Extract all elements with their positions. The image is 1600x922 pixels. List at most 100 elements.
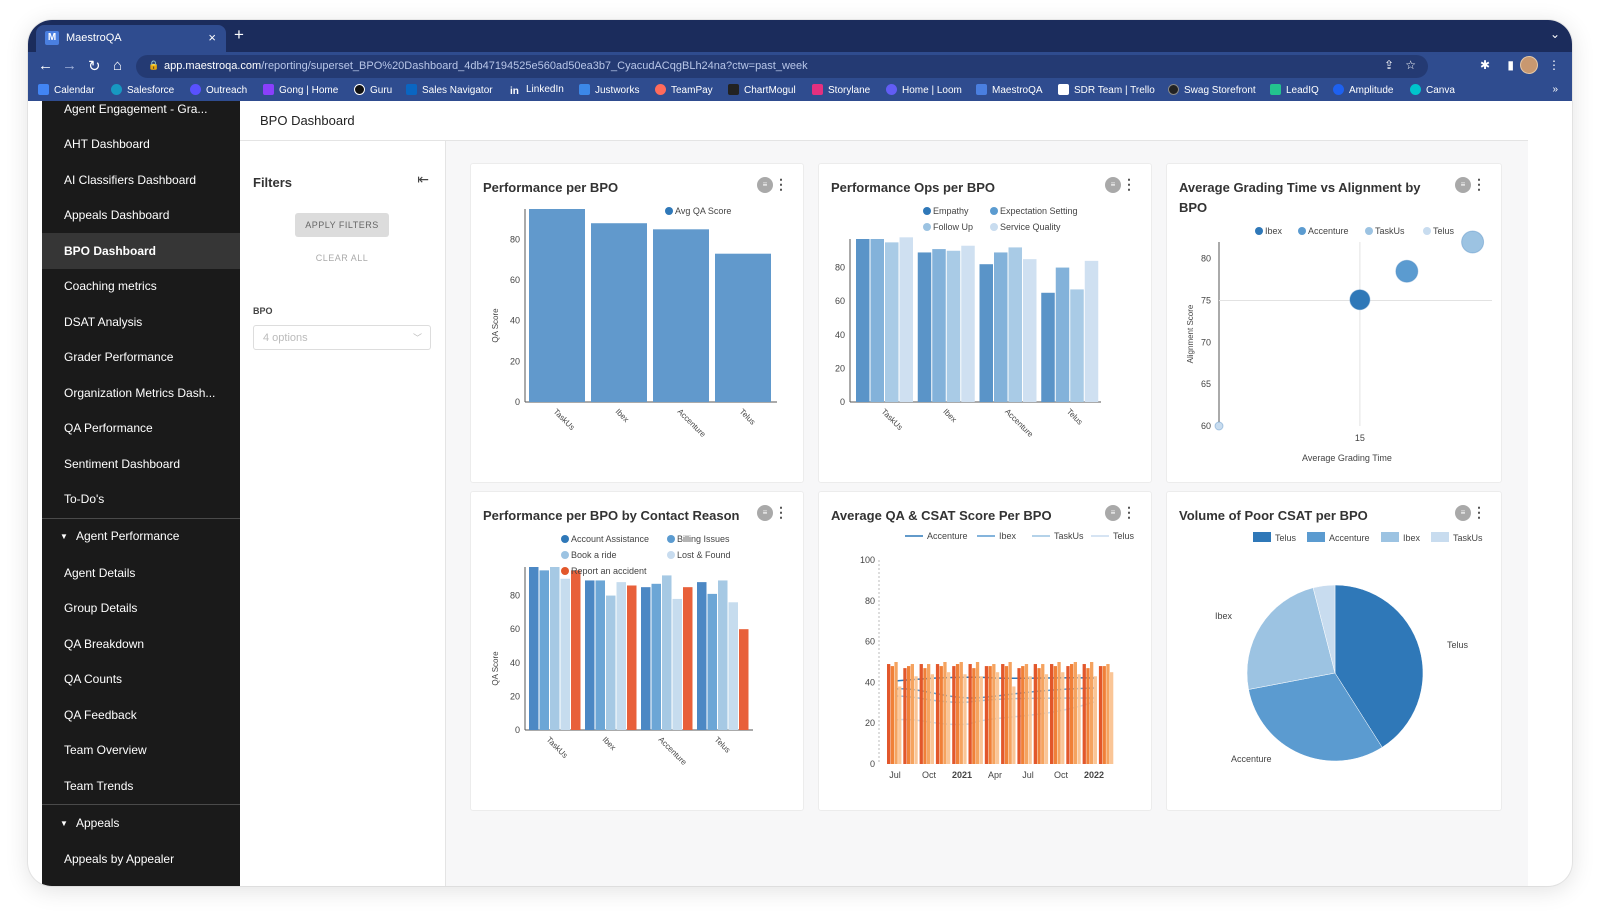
sidebar-item-coaching-metrics[interactable]: Coaching metrics bbox=[64, 279, 157, 293]
sidebar-item-sentiment-dashboard[interactable]: Sentiment Dashboard bbox=[64, 457, 181, 471]
bookmark-sales-navigator[interactable]: Sales Navigator bbox=[406, 84, 493, 96]
profile-avatar[interactable] bbox=[1520, 56, 1538, 74]
sidebar-section-agent-performance[interactable]: Agent Performance bbox=[76, 529, 180, 543]
sidebar-item-grader-performance[interactable]: Grader Performance bbox=[64, 350, 174, 364]
home-icon[interactable]: ⌂ bbox=[113, 57, 123, 74]
filter-indicator-icon[interactable]: ≡ bbox=[1455, 177, 1471, 193]
bookmark-salesforce[interactable]: Salesforce bbox=[111, 84, 174, 96]
bookmarks-more-icon[interactable]: » bbox=[1552, 84, 1558, 95]
legend-dot bbox=[1365, 227, 1373, 235]
bookmark-calendar[interactable]: Calendar bbox=[38, 84, 95, 96]
clear-all-button[interactable]: CLEAR ALL bbox=[315, 253, 369, 263]
bookmark-canva[interactable]: Canva bbox=[1410, 84, 1455, 96]
legend-dot bbox=[667, 535, 675, 543]
apply-filters-button[interactable]: APPLY FILTERS bbox=[295, 213, 389, 237]
bookmark-teampay[interactable]: TeamPay bbox=[655, 84, 713, 96]
collapse-panel-icon[interactable]: ⇤ bbox=[417, 171, 429, 187]
sidebar-item-ai-classifiers[interactable]: AI Classifiers Dashboard bbox=[64, 173, 197, 187]
filter-indicator-icon[interactable]: ≡ bbox=[757, 505, 773, 521]
sidebar-item-qa-performance[interactable]: QA Performance bbox=[64, 421, 153, 435]
sidebar-item-agent-details[interactable]: Agent Details bbox=[64, 566, 136, 580]
salesforce-icon bbox=[111, 84, 122, 95]
back-icon[interactable]: ← bbox=[38, 57, 53, 74]
bar bbox=[616, 582, 626, 730]
y-tick-label: 60 bbox=[510, 624, 520, 634]
filter-indicator-icon[interactable]: ≡ bbox=[1105, 505, 1121, 521]
bookmark-trello[interactable]: SDR Team | Trello bbox=[1058, 84, 1155, 96]
new-tab-button[interactable]: + bbox=[234, 25, 244, 44]
pie-label: Telus bbox=[1447, 640, 1469, 650]
bar bbox=[992, 664, 996, 764]
caret-down-icon[interactable]: ▼ bbox=[60, 819, 68, 828]
chart-menu-icon[interactable]: ⋮ bbox=[1122, 176, 1136, 192]
bookmark-storylane[interactable]: Storylane bbox=[812, 84, 870, 96]
bpo-filter-select[interactable]: 4 options ﹀ bbox=[253, 325, 431, 350]
filter-indicator-icon[interactable]: ≡ bbox=[757, 177, 773, 193]
bar bbox=[935, 664, 940, 764]
share-icon[interactable]: ⇪ bbox=[1383, 58, 1394, 72]
sidebar-item-qa-breakdown[interactable]: QA Breakdown bbox=[64, 637, 145, 651]
sidebar-item-group-details[interactable]: Group Details bbox=[64, 601, 138, 615]
chart-card-grading-time-vs-alignment: Average Grading Time vs Alignment by BPO… bbox=[1166, 163, 1502, 483]
bookmark-amplitude[interactable]: Amplitude bbox=[1333, 84, 1393, 96]
sidebar-item-appeals-by-appealer[interactable]: Appeals by Appealer bbox=[64, 852, 175, 866]
extensions-icon[interactable]: ✱ bbox=[1479, 58, 1490, 72]
bar bbox=[591, 223, 647, 402]
chart-menu-icon[interactable]: ⋮ bbox=[774, 504, 788, 520]
bar bbox=[718, 580, 728, 730]
bookmark-gong[interactable]: Gong | Home bbox=[263, 84, 338, 96]
bookmark-loom[interactable]: Home | Loom bbox=[886, 84, 962, 96]
tab-close-icon[interactable]: × bbox=[208, 30, 216, 45]
bar bbox=[1084, 260, 1099, 402]
sidebar-item-bpo-dashboard[interactable]: BPO Dashboard bbox=[64, 244, 157, 258]
reload-icon[interactable]: ↻ bbox=[88, 58, 101, 75]
browser-tab[interactable]: M MaestroQA × bbox=[36, 25, 226, 52]
chart-card-performance-by-contact-reason: Performance per BPO by Contact Reason ≡ … bbox=[470, 491, 804, 811]
bar bbox=[899, 237, 913, 402]
sidebar-item-dsat-analysis[interactable]: DSAT Analysis bbox=[64, 315, 143, 329]
bookmark-chartmogul[interactable]: ChartMogul bbox=[728, 84, 796, 96]
x-tick-label: Oct bbox=[922, 770, 937, 780]
side-panel-icon[interactable]: ▮ bbox=[1507, 58, 1514, 72]
legend-dot bbox=[561, 535, 569, 543]
chart-card-performance-per-bpo: Performance per BPO ≡ ⋮ 0 20 40 60 80 QA Scor… bbox=[470, 163, 804, 483]
y-tick-label: 80 bbox=[1201, 254, 1211, 264]
bookmark-maestroqa[interactable]: MaestroQA bbox=[976, 84, 1043, 96]
legend-label: Telus bbox=[1433, 226, 1455, 236]
sidebar-item-agent-engagement[interactable]: Agent Engagement - Gra... bbox=[64, 102, 208, 116]
sidebar-item-qa-feedback[interactable]: QA Feedback bbox=[64, 708, 137, 722]
sidebar-item-aht-dashboard[interactable]: AHT Dashboard bbox=[64, 137, 150, 151]
forward-icon[interactable]: → bbox=[62, 57, 77, 74]
bookmark-swag[interactable]: Swag Storefront bbox=[1168, 84, 1256, 96]
sidebar-item-appeals-dashboard[interactable]: Appeals Dashboard bbox=[64, 208, 170, 222]
sidebar-item-team-overview[interactable]: Team Overview bbox=[64, 743, 147, 757]
y-tick-label: 80 bbox=[865, 596, 875, 606]
bar bbox=[728, 602, 738, 730]
sidebar-item-organization-metrics[interactable]: Organization Metrics Dash... bbox=[64, 386, 216, 400]
chart-menu-icon[interactable]: ⋮ bbox=[1472, 176, 1486, 192]
bar bbox=[1066, 666, 1070, 764]
sidebar-item-qa-counts[interactable]: QA Counts bbox=[64, 672, 123, 686]
bookmark-outreach[interactable]: Outreach bbox=[190, 84, 247, 96]
bookmark-leadiq[interactable]: LeadIQ bbox=[1270, 84, 1319, 96]
bar bbox=[1001, 664, 1005, 764]
bookmark-guru[interactable]: Guru bbox=[354, 84, 392, 96]
chart-menu-icon[interactable]: ⋮ bbox=[1472, 504, 1486, 520]
tab-search-icon[interactable]: ⌄ bbox=[1549, 27, 1560, 41]
legend-label: Ibex bbox=[1265, 226, 1283, 236]
sidebar-item-team-trends[interactable]: Team Trends bbox=[64, 779, 134, 793]
browser-menu-icon[interactable]: ⋮ bbox=[1548, 58, 1560, 72]
bookmark-linkedin[interactable]: in LinkedIn bbox=[510, 84, 564, 97]
bookmark-star-icon[interactable]: ☆ bbox=[1405, 58, 1416, 72]
caret-down-icon[interactable]: ▼ bbox=[60, 532, 68, 541]
bar bbox=[1057, 662, 1061, 764]
sidebar-section-appeals[interactable]: Appeals bbox=[76, 816, 120, 830]
sidebar-item-to-dos[interactable]: To-Do's bbox=[64, 492, 105, 506]
bar bbox=[903, 668, 907, 764]
chart-menu-icon[interactable]: ⋮ bbox=[1122, 504, 1136, 520]
bookmark-justworks[interactable]: Justworks bbox=[579, 84, 639, 96]
chart-menu-icon[interactable]: ⋮ bbox=[774, 176, 788, 192]
filter-indicator-icon[interactable]: ≡ bbox=[1455, 505, 1471, 521]
url-field[interactable]: 🔒 app.maestroqa.com/reporting/superset_B… bbox=[136, 55, 1428, 78]
filter-indicator-icon[interactable]: ≡ bbox=[1105, 177, 1121, 193]
